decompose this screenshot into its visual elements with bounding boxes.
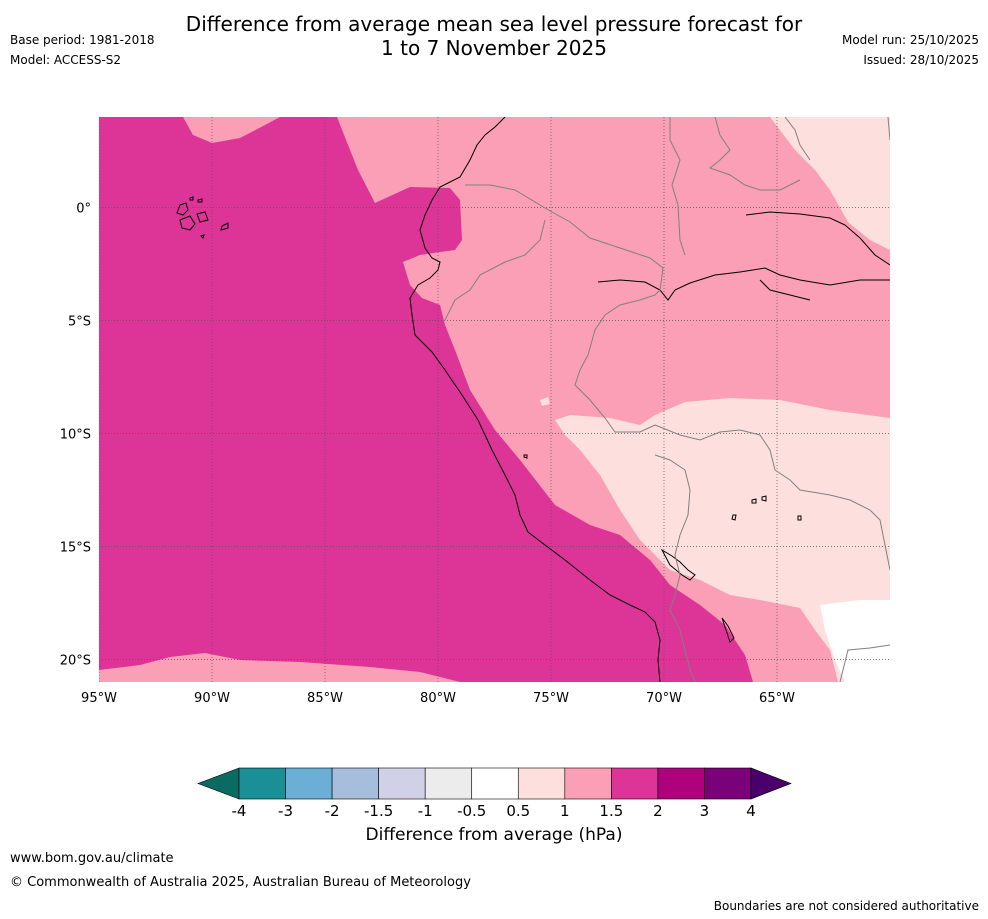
latitude-labels: 0° 5°S 10°S 15°S 20°S (60, 201, 91, 668)
lon-tick-label: 75°W (533, 691, 569, 706)
meta-left: Base period: 1981-2018 Model: ACCESS-S2 (10, 30, 155, 70)
colorbar-high-extend (750, 767, 792, 800)
title-line-2: 1 to 7 November 2025 (381, 36, 607, 60)
colorbar-segment (517, 767, 566, 800)
colorbar-title: Difference from average (hPa) (365, 825, 623, 845)
lon-tick-label: 70°W (646, 691, 682, 706)
lon-tick-label: 95°W (81, 691, 117, 706)
lon-tick-label: 80°W (420, 691, 456, 706)
colorbar-segment (331, 767, 379, 800)
colorbar-tick-label: -3 (278, 802, 293, 820)
colorbar-tick-label: 4 (746, 802, 756, 820)
colorbar-segment (611, 767, 659, 800)
colorbar (197, 767, 792, 800)
lon-tick-label: 85°W (307, 691, 343, 706)
longitude-labels: 95°W 90°W 85°W 80°W 75°W 70°W 65°W (81, 691, 795, 706)
band-1-5-patch-north (183, 117, 280, 143)
coastline (176, 117, 890, 682)
lat-tick-label: 5°S (68, 314, 91, 329)
model-run: Model run: 25/10/2025 (841, 33, 979, 47)
colorbar-segment (378, 767, 426, 800)
model-name: Model: ACCESS-S2 (10, 53, 122, 67)
footer-url[interactable]: www.bom.gov.au/climate (10, 851, 174, 866)
footer-copyright: © Commonwealth of Australia 2025, Austra… (10, 875, 471, 890)
colorbar-tick-label: 2 (653, 802, 663, 820)
colorbar-segment (657, 767, 705, 800)
meta-right: Model run: 25/10/2025 Issued: 28/10/2025 (842, 30, 979, 70)
colorbar-tick-label: 3 (700, 802, 710, 820)
colorbar-segment (424, 767, 473, 800)
colorbar-segment (564, 767, 612, 800)
colorbar-tick-label: 0.5 (506, 802, 530, 820)
band-1-5-patch-south (99, 653, 460, 682)
colorbar-tick-label: -2 (325, 802, 340, 820)
colorbar-tick-label: 1.5 (599, 802, 623, 820)
lon-tick-label: 65°W (759, 691, 795, 706)
band-1-small-patch (540, 397, 550, 406)
issued-date: Issued: 28/10/2025 (863, 53, 979, 67)
country-borders (444, 117, 890, 682)
colorbar-tick-label: -0.5 (457, 802, 486, 820)
colorbar-segment (471, 767, 519, 800)
colorbar-tick-label: -4 (232, 802, 247, 820)
band-1-region (555, 398, 890, 682)
lat-tick-label: 10°S (60, 427, 91, 442)
colorbar-tick-label: 1 (560, 802, 570, 820)
chart-title: Difference from average mean sea level p… (0, 12, 988, 60)
colorbar-tick-label: -1.5 (364, 802, 393, 820)
footer-note: Boundaries are not considered authoritat… (713, 899, 979, 913)
graticule (99, 117, 890, 682)
band-1-northeast (770, 117, 890, 250)
colorbar-tick-label: -1 (418, 802, 433, 820)
lon-tick-label: 90°W (194, 691, 230, 706)
title-line-1: Difference from average mean sea level p… (185, 12, 803, 36)
lat-tick-label: 20°S (60, 653, 91, 668)
map-area (99, 117, 890, 682)
colorbar-low-extend (197, 767, 240, 800)
colorbar-tick-labels: -4 -3 -2 -1.5 -1 -0.5 0.5 1 1.5 2 3 4 (232, 802, 756, 820)
lat-tick-label: 15°S (60, 540, 91, 555)
colorbar-segment (704, 767, 752, 800)
lat-tick-label: 0° (76, 201, 91, 216)
colorbar-segment (285, 767, 333, 800)
band-2-inland (655, 600, 722, 682)
colorbar-segment (238, 767, 286, 800)
base-period: Base period: 1981-2018 (10, 33, 155, 47)
band-0-5-region (820, 600, 890, 682)
